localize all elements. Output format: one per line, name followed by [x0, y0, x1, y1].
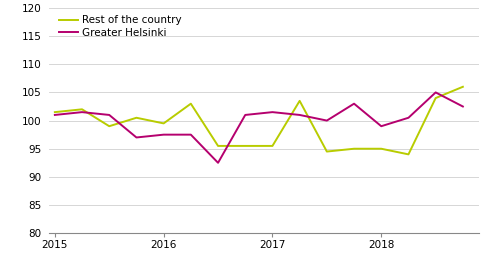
Greater Helsinki — [79, 111, 85, 114]
Greater Helsinki — [133, 136, 139, 139]
Rest of the country — [378, 147, 384, 150]
Line: Greater Helsinki: Greater Helsinki — [55, 92, 463, 163]
Greater Helsinki — [106, 113, 112, 117]
Rest of the country — [106, 125, 112, 128]
Greater Helsinki — [351, 102, 357, 105]
Rest of the country — [79, 108, 85, 111]
Greater Helsinki — [161, 133, 166, 136]
Rest of the country — [52, 111, 58, 114]
Greater Helsinki — [52, 113, 58, 117]
Rest of the country — [297, 99, 303, 103]
Rest of the country — [215, 144, 221, 148]
Greater Helsinki — [242, 113, 248, 117]
Rest of the country — [324, 150, 330, 153]
Rest of the country — [188, 102, 194, 105]
Greater Helsinki — [297, 113, 303, 117]
Rest of the country — [433, 96, 439, 100]
Greater Helsinki — [433, 91, 439, 94]
Greater Helsinki — [215, 161, 221, 164]
Rest of the country — [460, 85, 466, 88]
Greater Helsinki — [188, 133, 194, 136]
Rest of the country — [242, 144, 248, 148]
Rest of the country — [270, 144, 276, 148]
Rest of the country — [406, 153, 412, 156]
Rest of the country — [351, 147, 357, 150]
Rest of the country — [161, 122, 166, 125]
Greater Helsinki — [270, 111, 276, 114]
Greater Helsinki — [460, 105, 466, 108]
Line: Rest of the country: Rest of the country — [55, 87, 463, 154]
Greater Helsinki — [406, 116, 412, 119]
Greater Helsinki — [324, 119, 330, 122]
Legend: Rest of the country, Greater Helsinki: Rest of the country, Greater Helsinki — [59, 15, 181, 38]
Rest of the country — [133, 116, 139, 119]
Greater Helsinki — [378, 125, 384, 128]
